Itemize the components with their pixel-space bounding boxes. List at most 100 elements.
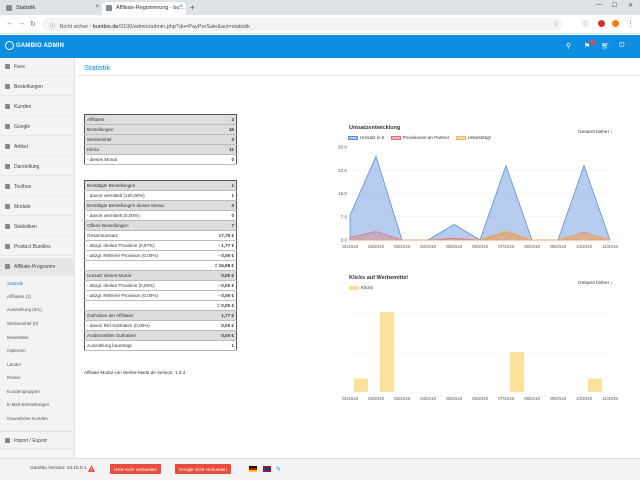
sidebar-item-label: Google xyxy=(14,124,31,130)
maximize-icon[interactable]: ☐ xyxy=(612,3,618,9)
module-version: Affiliate-Modul von Werbe-Markt.de Versi… xyxy=(84,370,186,375)
sidebar-subitem-geworbene-kunden[interactable]: Geworbene Kunden xyxy=(7,415,48,421)
sidebar-item-affiliate-programm[interactable]: Affiliate-Programm xyxy=(0,258,75,276)
ublock-extension-icon[interactable] xyxy=(612,20,619,27)
summary-table: Affiliates 2 Bestellungen 16 Werbemittel 0 Kli… xyxy=(84,114,237,165)
sidebar-item-bestellungen[interactable]: Bestellungen xyxy=(0,78,75,96)
row-label: Werbemittel xyxy=(84,134,187,145)
puzzle-icon[interactable]: ✎ xyxy=(276,467,282,473)
sidebar-subitem-statistik[interactable]: Statistik xyxy=(7,280,24,286)
new-tab-icon[interactable]: + xyxy=(190,3,195,12)
flag-en-icon[interactable] xyxy=(263,466,271,472)
legend-label: Unbestätigt xyxy=(467,135,491,140)
legend-label: Provisionen an Partner xyxy=(402,135,450,140)
reload-icon[interactable]: ↻ xyxy=(30,21,36,28)
row-value: - 0,00 € xyxy=(186,280,237,291)
extension-icon[interactable] xyxy=(582,20,589,27)
sidebar-item-module[interactable]: Module xyxy=(0,198,75,216)
y-tick-label: 7.5 xyxy=(341,214,348,219)
table-row: = 0,00 € xyxy=(84,300,237,311)
x-tick-label: 09/2019 xyxy=(550,244,566,249)
sidebar-item-statistiken[interactable]: Statistiken xyxy=(0,218,75,236)
tab-close-icon[interactable]: × xyxy=(179,4,183,10)
sidebar-subitem-kundengruppen[interactable]: Kundengruppen xyxy=(7,388,40,394)
sidebar-subitem-optionen[interactable]: Optionen xyxy=(7,347,26,353)
sidebar-item-label: Artikel xyxy=(14,144,28,150)
sidebar-item-darstellung[interactable]: Darstellung xyxy=(0,158,75,176)
clicks-bar-chart: 01/2019 02/2019 03/2019 04/2019 05/2019 06/20… xyxy=(342,298,618,401)
sidebar-subitem-laender[interactable]: Länder xyxy=(7,361,22,367)
hgb-not-connected-button[interactable]: HGB nicht verbunden xyxy=(110,464,162,474)
close-window-icon[interactable]: ✕ xyxy=(628,3,634,9)
logout-icon[interactable]: ⏻ xyxy=(619,42,625,49)
sidebar-subitem-newsletter[interactable]: Newsletter xyxy=(7,334,29,340)
opera-extension-icon[interactable] xyxy=(598,20,605,27)
x-tick-label: 09/2019 xyxy=(550,396,566,401)
row-label: - davon vermittelt (100,00%) xyxy=(84,190,187,201)
table-row: - davon Ref-Guthaben (0,00%) 0,00 € xyxy=(84,320,237,331)
table-row: Auszahlung beantragt 1 xyxy=(84,340,237,351)
sidebar-subitem-werbemittel[interactable]: Werbemittel (0) xyxy=(7,320,39,326)
x-tick-label: 11/2019 xyxy=(602,396,618,401)
tab-close-icon[interactable]: × xyxy=(95,4,99,10)
chart-revenue-legend: Umsatz in € Provisionen an Partner Unbes… xyxy=(343,135,491,140)
google-not-connected-button[interactable]: Google nicht verbunden xyxy=(175,464,231,474)
gambio-version: Gambio Version: v3.10.0.1 xyxy=(30,466,87,471)
sidebar-item-artikel[interactable]: Artikel xyxy=(0,138,75,156)
notification-badge xyxy=(590,40,595,45)
bookmark-star-icon[interactable]: ☆ xyxy=(553,21,560,28)
gambio-logo[interactable]: GAMBIO ADMIN xyxy=(5,41,64,50)
sidebar-subitem-email-einstellungen[interactable]: E-Mail-Einstellungen xyxy=(7,401,50,407)
url-input[interactable]: ⓘ Nicht sicher | bumbio.de/3100/admin/adm… xyxy=(42,18,562,31)
sidebar: Favs Bestellungen Kunden Google Artikel … xyxy=(0,58,75,458)
security-warning-icon: ⓘ xyxy=(50,23,56,30)
sidebar-item-kunden[interactable]: Kunden xyxy=(0,98,75,116)
cart-icon xyxy=(5,84,10,89)
forward-icon[interactable]: → xyxy=(18,20,25,27)
minimize-icon[interactable]: — xyxy=(596,2,602,8)
table-row: Ausbezahltes Guthaben 0,00 € xyxy=(84,330,237,341)
tab-label: Affiliate-Registrierung - bu… xyxy=(116,5,185,11)
sidebar-item-import-export[interactable]: Import / Export xyxy=(0,431,75,449)
sidebar-item-toolbox[interactable]: Toolbox xyxy=(0,178,75,196)
row-label: Gesamtumsatz xyxy=(84,230,187,241)
flag-de-icon[interactable] xyxy=(249,466,257,472)
back-icon[interactable]: ← xyxy=(6,20,13,27)
sidebar-item-favs[interactable]: Favs xyxy=(0,58,75,76)
series-area-0 xyxy=(349,155,611,241)
browser-menu-icon[interactable]: ⋮ xyxy=(627,21,634,28)
sidebar-item-google[interactable]: Google xyxy=(0,118,75,136)
sidebar-subitem-reiser[interactable]: Reiser xyxy=(7,374,21,380)
sidebar-item-label: Favs xyxy=(14,64,25,70)
tab-favicon-icon xyxy=(6,5,12,11)
x-tick-label: 08/2019 xyxy=(524,396,540,401)
x-tick-label: 01/2019 xyxy=(342,396,358,401)
chart-revenue-title: Umsatzentwicklung xyxy=(349,125,401,131)
chart-revenue-filter[interactable]: Gesamt bisher ↓ xyxy=(578,130,613,135)
sidebar-item-label: Statistiken xyxy=(14,224,38,230)
browser-tab-affiliate[interactable]: Affiliate-Registrierung - bu… × xyxy=(102,2,186,15)
row-value: 7 xyxy=(186,220,237,231)
x-tick-label: 08/2019 xyxy=(524,244,540,249)
sidebar-subitem-affiliates[interactable]: Affiliates (2) xyxy=(7,293,32,299)
table-row: - davon vermittelt (100,00%) 1 xyxy=(84,190,237,201)
chart-clicks-filter[interactable]: Gesamt bisher ↓ xyxy=(578,281,613,286)
shop-cart-icon[interactable]: 🛒︎ xyxy=(601,43,610,50)
row-label: Offene Bestellungen xyxy=(84,220,187,231)
sidebar-subitem-auszahlung[interactable]: Auszahlung (8/1) xyxy=(7,306,42,312)
row-label: Klicks xyxy=(84,144,187,155)
sidebar-item-product-bundles[interactable]: Product Bundles xyxy=(0,238,75,256)
table-row: - abzgl. Referrer-Provision (0,00%) - 0,0… xyxy=(84,290,237,301)
x-tick-label: 03/2019 xyxy=(394,396,410,401)
affiliate-icon xyxy=(5,264,10,269)
notifications-icon[interactable]: ⚑ xyxy=(584,43,591,50)
search-icon[interactable]: ⚲ xyxy=(566,43,572,50)
browser-tab-statistik[interactable]: Statistik × xyxy=(2,2,102,15)
chart-icon xyxy=(5,224,10,229)
legend-swatch xyxy=(348,135,358,140)
row-value: = 0,00 € xyxy=(186,300,237,311)
row-label: - davon vermittelt (0,00%) xyxy=(84,210,187,221)
table-row: - davon vermittelt (0,00%) 0 xyxy=(84,210,237,221)
table-row: Guthaben der Affiliates 1,77 € xyxy=(84,310,237,321)
table-row: Umsatz dieses Monat 0,00 € xyxy=(84,270,237,281)
